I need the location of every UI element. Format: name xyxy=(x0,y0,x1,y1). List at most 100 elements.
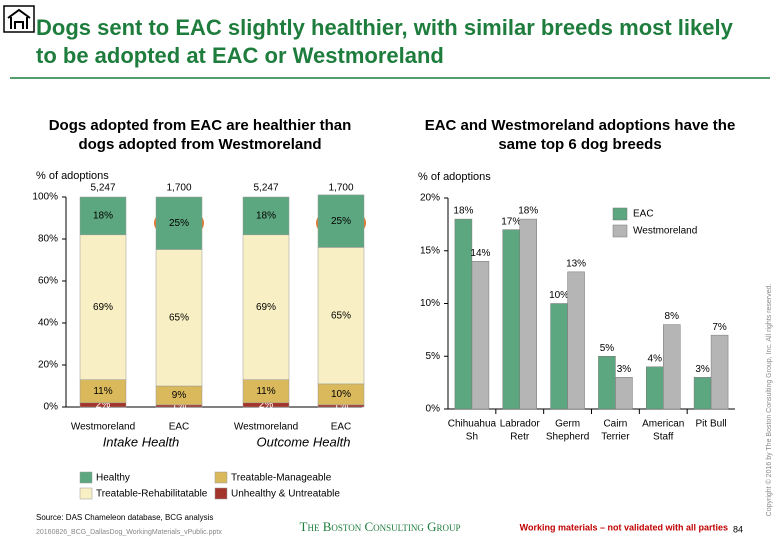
data-label: 3% xyxy=(695,364,710,375)
y-tick-label: 20% xyxy=(420,193,440,204)
data-label: 9% xyxy=(172,390,187,401)
data-label: 69% xyxy=(256,302,276,313)
x-tick-label: Westmoreland xyxy=(234,422,298,433)
x-tick-label: Terrier xyxy=(601,432,630,443)
data-label: 65% xyxy=(169,312,189,323)
bar xyxy=(519,218,537,410)
data-label: 25% xyxy=(169,218,189,229)
y-tick-label: 100% xyxy=(32,192,58,203)
bar xyxy=(502,229,520,410)
data-label: 2% xyxy=(259,400,274,411)
total-label: 1,700 xyxy=(328,183,353,194)
x-tick-label: Labrador xyxy=(500,419,541,430)
legend-label: Treatable-Manageable xyxy=(231,473,332,484)
bar-segment xyxy=(155,249,203,387)
bar-segment xyxy=(79,196,127,236)
legend-label: Unhealthy & Untreatable xyxy=(231,489,340,500)
data-label: 11% xyxy=(256,386,275,397)
x-tick-label: American xyxy=(642,419,684,430)
y-tick-label: 0% xyxy=(44,402,59,413)
data-label: 5% xyxy=(600,343,615,354)
bar-segment xyxy=(242,234,290,380)
total-label: 5,247 xyxy=(90,183,115,194)
slide-title: Dogs sent to EAC slightly healthier, wit… xyxy=(36,15,733,68)
logo-text: The Boston Consulting Group xyxy=(300,519,461,534)
y-tick-label: 20% xyxy=(38,360,58,371)
legend-swatch xyxy=(79,471,93,484)
legend-swatch xyxy=(612,224,628,238)
page-number: 84 xyxy=(733,524,743,534)
data-label: 8% xyxy=(665,311,680,322)
bar xyxy=(615,377,633,410)
x-tick-label: Chihuahua xyxy=(448,419,497,430)
bar xyxy=(598,356,616,410)
x-tick-label: Shepherd xyxy=(546,432,589,443)
group-label: Intake Health xyxy=(103,434,180,449)
data-label: 10% xyxy=(331,389,351,400)
data-label: 18% xyxy=(93,211,113,222)
data-label: 18% xyxy=(256,211,276,222)
data-label: 2% xyxy=(96,400,111,411)
note: Working materials – not validated with a… xyxy=(520,522,728,532)
data-label: 13% xyxy=(566,258,586,269)
data-label: 25% xyxy=(331,216,351,227)
bar xyxy=(454,218,473,410)
total-label: 5,247 xyxy=(253,183,278,194)
y-tick-label: 0% xyxy=(426,404,441,415)
legend-swatch xyxy=(612,207,628,221)
data-label: 18% xyxy=(518,206,538,217)
bar-segment xyxy=(155,404,203,408)
data-label: 65% xyxy=(331,310,351,321)
bar xyxy=(646,366,664,410)
legend-label: Treatable-Rehabilitatable xyxy=(96,489,208,500)
data-label: 10% xyxy=(549,290,569,301)
bar-segment xyxy=(317,247,365,385)
x-tick-label: Cairn xyxy=(603,419,627,430)
chart-title: Dogs adopted from EAC are healthier than… xyxy=(48,117,352,153)
bar-segment xyxy=(79,234,127,380)
data-label: 3% xyxy=(617,364,632,375)
data-label: 1% xyxy=(334,401,349,412)
legend-label: EAC xyxy=(633,209,654,220)
legend-swatch xyxy=(79,487,93,500)
bar-segment xyxy=(79,402,127,408)
data-label: 7% xyxy=(712,322,727,333)
x-tick-label: Retr xyxy=(510,432,530,443)
copyright: Copyright © 2016 by The Boston Consultin… xyxy=(765,284,773,517)
bar-segment xyxy=(79,379,127,404)
x-tick-label: Westmoreland xyxy=(71,422,135,433)
bar xyxy=(567,271,585,410)
x-tick-label: Germ xyxy=(555,419,580,430)
highlight-circle xyxy=(154,208,204,238)
data-label: 69% xyxy=(93,302,113,313)
legend-label: Westmoreland xyxy=(633,226,697,237)
bar xyxy=(693,377,712,410)
y-tick-label: 40% xyxy=(38,318,58,329)
group-label: Outcome Health xyxy=(257,434,351,449)
file-name: 20160826_BCG_DallasDog_WorkingMaterials_… xyxy=(36,529,222,536)
y-tick-label: 80% xyxy=(38,234,58,245)
data-label: 11% xyxy=(93,386,112,397)
bar xyxy=(663,324,681,410)
bar-segment xyxy=(317,383,365,406)
bar-segment xyxy=(242,196,290,236)
highlight-circle xyxy=(316,208,366,238)
data-label: 18% xyxy=(453,206,473,217)
data-label: 17% xyxy=(501,216,521,227)
bar-segment xyxy=(155,385,203,406)
data-label: 14% xyxy=(470,248,490,259)
bar xyxy=(471,261,490,410)
bar-segment xyxy=(317,404,365,408)
total-label: 1,700 xyxy=(166,183,191,194)
bar xyxy=(550,303,568,410)
x-tick-label: Sh xyxy=(466,432,478,443)
x-tick-label: EAC xyxy=(169,422,190,433)
legend-swatch xyxy=(214,487,228,500)
bar-segment xyxy=(242,402,290,408)
bar-segment xyxy=(242,379,290,404)
legend-label: Healthy xyxy=(96,473,130,484)
axis-label: % of adoptions xyxy=(418,171,491,183)
logo-icon xyxy=(3,5,35,33)
